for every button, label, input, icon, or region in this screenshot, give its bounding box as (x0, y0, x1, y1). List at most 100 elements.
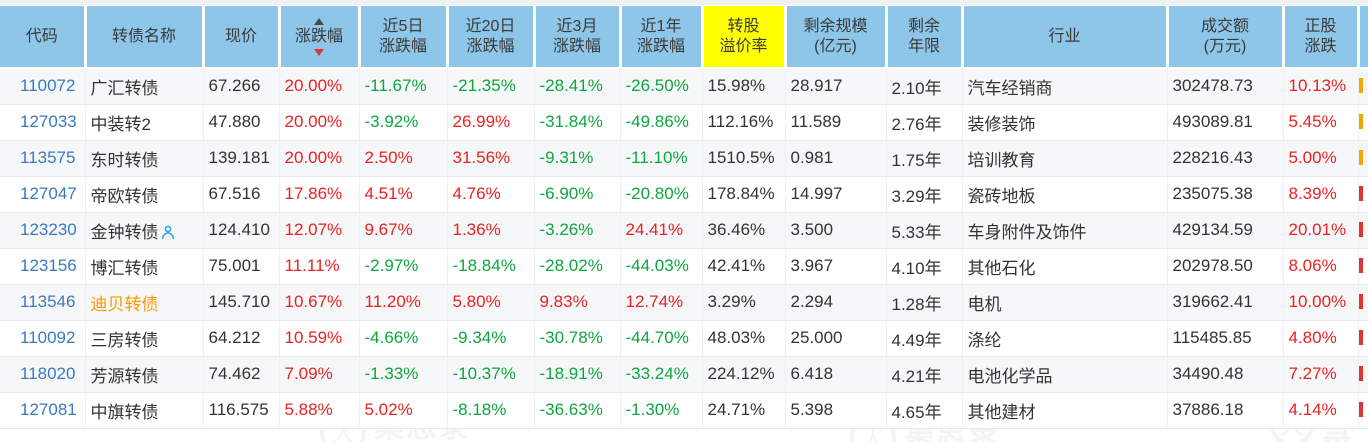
cell-name[interactable]: 博汇转债 (85, 248, 204, 285)
cell-code[interactable]: 127047 (0, 176, 86, 213)
cell-code[interactable]: 127081 (0, 392, 86, 429)
cell-size: 3.500 (785, 212, 887, 249)
cell-size: 5.398 (785, 392, 887, 429)
cell-name[interactable]: 东时转债 (85, 140, 204, 177)
cell-stockchg: 7.27% (1283, 356, 1359, 393)
cell-chg3m: -9.31% (534, 140, 621, 177)
cell-name[interactable]: 迪贝转债 (85, 284, 204, 321)
cell-chg5: -2.97% (359, 248, 448, 285)
cell-years: 2.76年 (886, 104, 963, 141)
cell-name[interactable]: 三房转债 (85, 320, 204, 357)
cell-name[interactable]: 芳源转债 (85, 356, 204, 393)
col-header-chg5[interactable]: 近5日 涨跌幅 (359, 6, 449, 69)
cell-size: 28.917 (785, 68, 887, 105)
cell-stockchg: 8.06% (1283, 248, 1359, 285)
col-header-chg3m[interactable]: 近3月 涨跌幅 (534, 6, 622, 69)
cell-chg1y: -49.86% (620, 104, 703, 141)
cell-chg5: -1.33% (359, 356, 448, 393)
cell-size: 11.589 (785, 104, 887, 141)
cell-years: 1.28年 (886, 284, 963, 321)
cell-name[interactable]: 中装转2 (85, 104, 204, 141)
table-body: 110072 广汇转债 67.266 20.00% -11.67% -21.35% -28.… (0, 68, 1368, 429)
cell-chg20: 26.99% (447, 104, 535, 141)
cell-code[interactable]: 118020 (0, 356, 86, 393)
cell-name[interactable]: 帝欧转债 (85, 176, 204, 213)
col-header-price[interactable]: 现价 (203, 6, 281, 69)
cell-clipped (1358, 212, 1368, 249)
cell-chg: 11.11% (279, 248, 360, 285)
cell-chg: 12.07% (279, 212, 360, 249)
cell-chg5: 11.20% (359, 284, 448, 321)
col-header-chg[interactable]: 涨跌幅 (279, 6, 361, 69)
cell-chg3m: -36.63% (534, 392, 621, 429)
cell-size: 0.981 (785, 140, 887, 177)
table-row: 118020 芳源转债 74.462 7.09% -1.33% -10.37% -18.91… (0, 356, 1368, 393)
cell-premium: 3.29% (702, 284, 786, 321)
cell-chg20: -18.84% (447, 248, 535, 285)
cell-name[interactable]: 金钟转债 (85, 212, 204, 249)
table-row: 123230 金钟转债 124.410 12.07% 9.67% 1.36% -3.26% 2… (0, 212, 1368, 249)
cell-stockchg: 4.80% (1283, 320, 1359, 357)
cell-chg3m: -18.91% (534, 356, 621, 393)
cell-premium: 1510.5% (702, 140, 786, 177)
cell-turnover: 493089.81 (1167, 104, 1284, 141)
cell-chg: 7.09% (279, 356, 360, 393)
cell-stockchg: 5.00% (1283, 140, 1359, 177)
col-header-code[interactable]: 代码 (0, 6, 87, 69)
cell-chg1y: 12.74% (620, 284, 703, 321)
cell-price: 124.410 (203, 212, 280, 249)
cell-code[interactable]: 113546 (0, 284, 86, 321)
cell-code[interactable]: 123156 (0, 248, 86, 285)
col-header-chg1y[interactable]: 近1年 涨跌幅 (620, 6, 704, 69)
cell-name[interactable]: 广汇转债 (85, 68, 204, 105)
cell-years: 4.10年 (886, 248, 963, 285)
col-header-years[interactable]: 剩余 年限 (886, 6, 964, 69)
cell-code[interactable]: 123230 (0, 212, 86, 249)
cell-price: 74.462 (203, 356, 280, 393)
cell-premium: 48.03% (702, 320, 786, 357)
cell-stockchg: 10.00% (1283, 284, 1359, 321)
cell-size: 2.294 (785, 284, 887, 321)
cell-chg5: 2.50% (359, 140, 448, 177)
cell-chg3m: -28.02% (534, 248, 621, 285)
cell-clipped (1358, 356, 1368, 393)
table-row: 123156 博汇转债 75.001 11.11% -2.97% -18.84% -28.0… (0, 248, 1368, 285)
col-header-industry[interactable]: 行业 (962, 6, 1169, 69)
cell-code[interactable]: 127033 (0, 104, 86, 141)
cell-size: 14.997 (785, 176, 887, 213)
cell-price: 67.516 (203, 176, 280, 213)
cell-chg: 20.00% (279, 140, 360, 177)
cell-stockchg: 20.01% (1283, 212, 1359, 249)
cell-chg5: -11.67% (359, 68, 448, 105)
cell-code[interactable]: 113575 (0, 140, 86, 177)
sort-desc-icon (314, 48, 324, 56)
cell-chg: 10.67% (279, 284, 360, 321)
col-header-stockchg[interactable]: 正股 涨跌 (1283, 6, 1360, 69)
cell-industry: 瓷砖地板 (962, 176, 1168, 213)
cell-premium: 42.41% (702, 248, 786, 285)
cell-price: 145.710 (203, 284, 280, 321)
cell-code[interactable]: 110092 (0, 320, 86, 357)
cell-chg3m: -3.26% (534, 212, 621, 249)
col-header-name[interactable]: 转债名称 (85, 6, 205, 69)
col-header-turnover[interactable]: 成交额 (万元) (1167, 6, 1285, 69)
cell-turnover: 34490.48 (1167, 356, 1284, 393)
cell-clipped (1358, 248, 1368, 285)
cell-premium: 15.98% (702, 68, 786, 105)
cell-name[interactable]: 中旗转债 (85, 392, 204, 429)
cell-industry: 电池化学品 (962, 356, 1168, 393)
cell-turnover: 37886.18 (1167, 392, 1284, 429)
col-header-size[interactable]: 剩余规模 (亿元) (785, 6, 888, 69)
clipped-column-header (1358, 6, 1368, 69)
cell-chg20: 5.80% (447, 284, 535, 321)
cell-code[interactable]: 110072 (0, 68, 86, 105)
table-row: 127047 帝欧转债 67.516 17.86% 4.51% 4.76% -6.90% -2… (0, 176, 1368, 213)
cell-clipped (1358, 140, 1368, 177)
cell-industry: 其他石化 (962, 248, 1168, 285)
cell-clipped (1358, 320, 1368, 357)
cell-price: 67.266 (203, 68, 280, 105)
cell-turnover: 115485.85 (1167, 320, 1284, 357)
col-header-chg20[interactable]: 近20日 涨跌幅 (447, 6, 536, 69)
col-header-premium[interactable]: 转股 溢价率 (702, 6, 787, 69)
cell-price: 116.575 (203, 392, 280, 429)
